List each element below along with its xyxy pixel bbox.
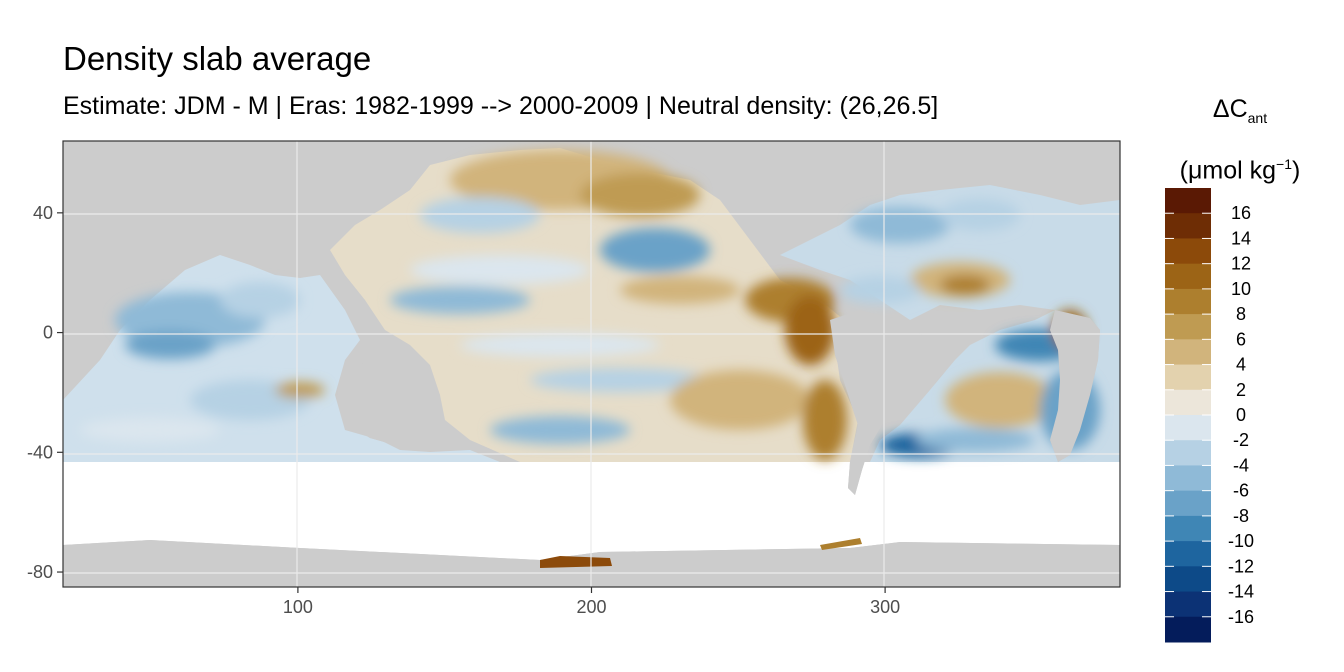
chart-title: Density slab average xyxy=(63,40,372,77)
land-australia-mask xyxy=(345,352,440,445)
map-panel xyxy=(63,141,1120,587)
anomaly-patch xyxy=(785,295,835,365)
colorbar-label: 10 xyxy=(1231,279,1251,299)
colorbar-label: 14 xyxy=(1231,228,1251,248)
colorbar-label: -8 xyxy=(1233,506,1249,526)
colorbar-bin xyxy=(1165,288,1211,315)
anomaly-patch xyxy=(80,418,220,442)
colorbar-bin xyxy=(1165,188,1211,214)
colorbar-bin xyxy=(1165,616,1211,643)
colorbar-bin xyxy=(1165,213,1211,239)
x-tick-label: 100 xyxy=(283,597,313,617)
colorbar-label: -2 xyxy=(1233,430,1249,450)
colorbar-label: -6 xyxy=(1233,481,1249,501)
colorbar-label: 0 xyxy=(1236,405,1246,425)
anomaly-patch xyxy=(530,368,710,392)
colorbar-bin xyxy=(1165,440,1211,466)
anomaly-patch xyxy=(600,228,710,272)
anomaly-patch xyxy=(940,199,1020,231)
gridlines xyxy=(63,141,1120,587)
colorbar-bin xyxy=(1165,238,1211,265)
colorbar-label: 12 xyxy=(1231,254,1251,274)
chart-subtitle: Estimate: JDM - M | Eras: 1982-1999 --> … xyxy=(63,92,939,120)
legend-title: ΔCant (μmol kg−1) xyxy=(1160,86,1320,193)
colorbar-label: -12 xyxy=(1228,556,1254,576)
colorbar-label: 16 xyxy=(1231,203,1251,223)
anomaly-patch xyxy=(390,286,530,314)
anomaly-patch xyxy=(803,380,847,460)
anomaly-patch xyxy=(460,333,660,357)
colorbar-label: -4 xyxy=(1233,455,1249,475)
colorbar-bin xyxy=(1165,591,1211,618)
colorbar-bin xyxy=(1165,364,1211,391)
legend-unit: (μmol kg−1) xyxy=(1179,156,1301,185)
colorbar-label: 4 xyxy=(1236,355,1246,375)
colorbar-bin xyxy=(1165,415,1211,441)
y-tick-label: 40 xyxy=(33,203,53,223)
y-tick-label: -40 xyxy=(27,442,53,462)
anomaly-weddell xyxy=(820,538,862,550)
anomaly-patch xyxy=(620,276,740,304)
anomaly-patch xyxy=(275,382,325,398)
anomaly-patch xyxy=(850,207,950,243)
anomaly-patch xyxy=(940,275,990,295)
anomaly-patch xyxy=(220,282,300,318)
x-tick-label: 300 xyxy=(870,597,900,617)
anomaly-patch xyxy=(125,331,215,359)
colorbar-label: -16 xyxy=(1228,607,1254,627)
colorbar-bin xyxy=(1165,566,1211,593)
colorbar-bin xyxy=(1165,263,1211,290)
anomaly-patch xyxy=(945,372,1055,428)
colorbar-bin xyxy=(1165,515,1211,542)
anomaly-ross-sea xyxy=(540,556,612,568)
land-africa-mask xyxy=(1050,310,1100,462)
y-tick-label: 0 xyxy=(43,323,53,343)
colorbar-label: 6 xyxy=(1236,329,1246,349)
y-axis: 40 0 -40 -80 xyxy=(27,203,63,582)
anomaly-patch xyxy=(420,197,540,233)
colorbar-bin xyxy=(1165,490,1211,517)
y-tick-label: -80 xyxy=(27,562,53,582)
anomaly-patch xyxy=(490,416,630,444)
land-south-america-mask xyxy=(830,310,935,495)
colorbar-label: -14 xyxy=(1228,582,1254,602)
legend-colorbar: 16 14 12 10 8 6 4 2 0 -2 -4 -6 -8 -10 -12 -14 -16 xyxy=(1165,188,1254,643)
colorbar-bin xyxy=(1165,339,1211,366)
legend-symbol: ΔCant xyxy=(1212,95,1268,126)
colorbar-bin xyxy=(1165,314,1211,340)
x-axis: 100 200 300 xyxy=(283,587,900,617)
anomaly-patch xyxy=(410,255,590,285)
colorbar-label: -10 xyxy=(1228,531,1254,551)
anomaly-patch xyxy=(840,276,920,304)
anomaly-patch xyxy=(670,370,810,430)
colorbar-bin xyxy=(1165,465,1211,492)
anomaly-patch xyxy=(580,173,700,217)
x-tick-label: 200 xyxy=(576,597,606,617)
colorbar-bin xyxy=(1165,389,1211,416)
anomaly-patch xyxy=(915,428,1035,452)
colorbar-label: 2 xyxy=(1236,380,1246,400)
colorbar-bin xyxy=(1165,541,1211,567)
colorbar-label: 8 xyxy=(1236,304,1246,324)
